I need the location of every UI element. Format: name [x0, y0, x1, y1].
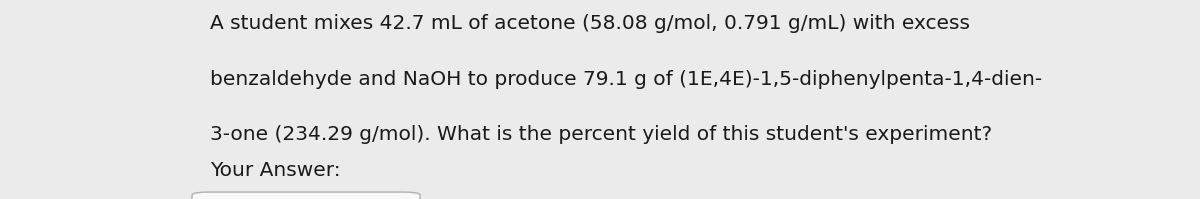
Text: 3-one (234.29 g/mol). What is the percent yield of this student's experiment?: 3-one (234.29 g/mol). What is the percen… [210, 125, 992, 144]
FancyBboxPatch shape [192, 192, 420, 199]
Text: benzaldehyde and NaOH to produce 79.1 g of (1E,4E)-1,5-diphenylpenta-1,4-dien-: benzaldehyde and NaOH to produce 79.1 g … [210, 70, 1042, 89]
Text: A student mixes 42.7 mL of acetone (58.08 g/mol, 0.791 g/mL) with excess: A student mixes 42.7 mL of acetone (58.0… [210, 14, 970, 33]
Text: Your Answer:: Your Answer: [210, 161, 341, 180]
